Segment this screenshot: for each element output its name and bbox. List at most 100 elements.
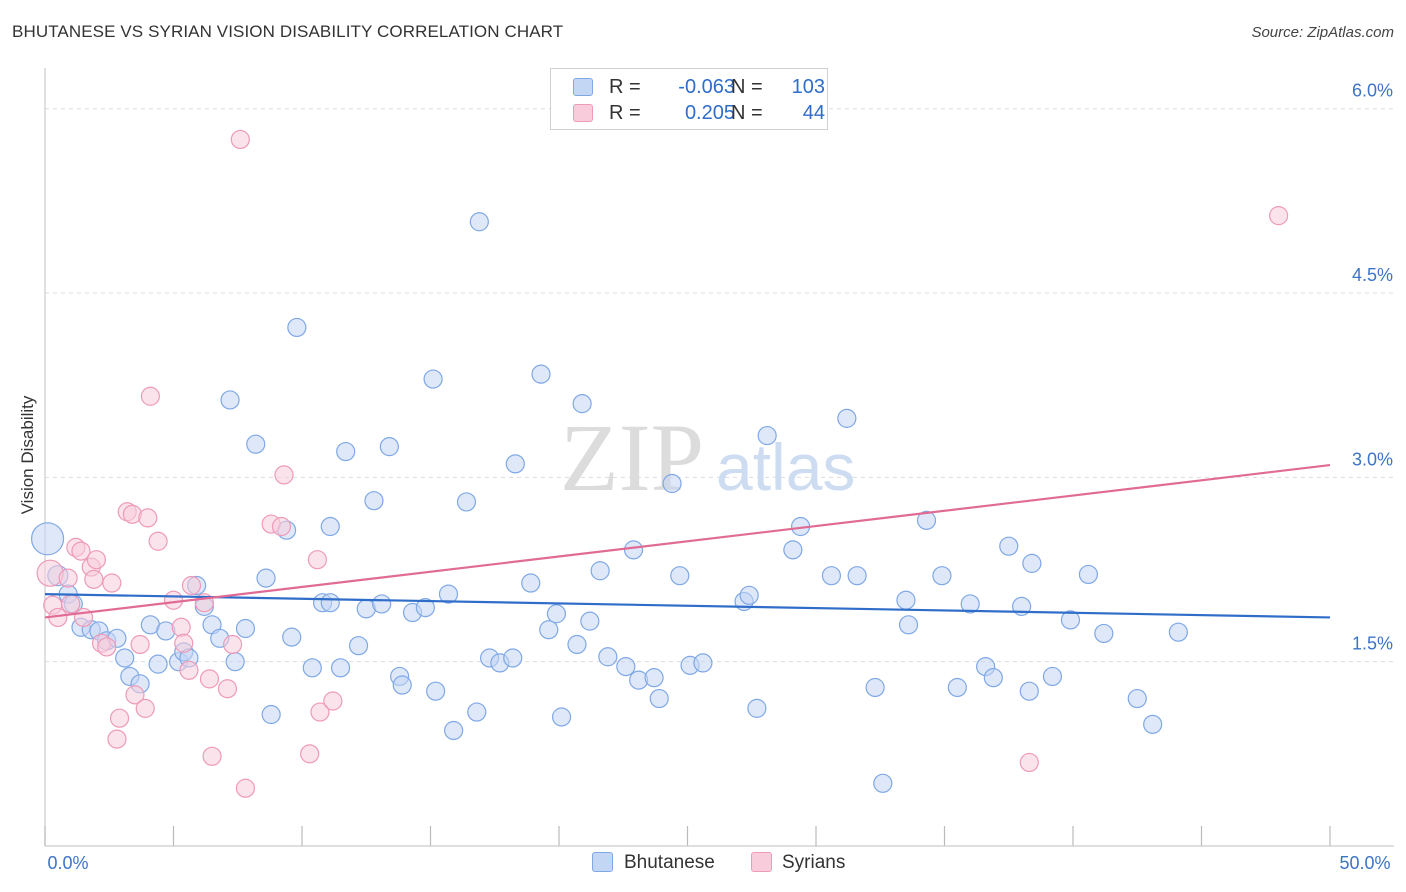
data-point (107, 729, 127, 749)
data-point (757, 425, 777, 446)
data-point (271, 516, 292, 537)
data-point (415, 598, 435, 618)
data-point (235, 778, 256, 798)
data-point (287, 317, 307, 338)
data-point (140, 386, 160, 406)
data-point (616, 656, 636, 677)
data-point (71, 541, 91, 561)
data-point (1168, 622, 1188, 642)
x-tick-label: 50.0% (1339, 853, 1390, 873)
data-point (202, 746, 222, 766)
y-tick-label: 3.0% (1352, 449, 1393, 469)
data-point (58, 568, 78, 588)
data-point (503, 648, 523, 668)
data-point (261, 704, 281, 725)
data-point (505, 454, 525, 474)
watermark: ZIP atlas (560, 404, 855, 511)
series-swatch-blue (592, 852, 613, 872)
data-point (932, 566, 952, 586)
data-point (135, 698, 155, 718)
series-syrians (36, 129, 1289, 798)
data-point (947, 677, 967, 698)
legend-r-value: 0.205 (684, 102, 735, 124)
x-tick-label: 0.0% (47, 853, 88, 873)
data-point (102, 573, 122, 593)
series-label-syrians: Syrians (782, 852, 846, 873)
source-credit: Source: ZipAtlas.com (1251, 24, 1394, 41)
data-point (307, 550, 328, 570)
data-point (662, 473, 682, 494)
data-point (623, 540, 644, 560)
data-point (179, 660, 199, 680)
data-point (348, 636, 369, 656)
data-point (837, 408, 857, 428)
series-label-bhutanese: Bhutanese (624, 852, 715, 873)
data-point (246, 434, 266, 454)
data-point (282, 627, 302, 647)
data-point (323, 691, 343, 711)
data-point (171, 617, 191, 637)
data-point (1143, 714, 1163, 734)
legend-n-value: 44 (802, 102, 825, 124)
trend-lines (44, 463, 1331, 619)
legend-r-label: R = (609, 102, 641, 124)
data-point (372, 594, 392, 614)
data-point (898, 615, 919, 635)
legend-r-label: R = (609, 76, 641, 98)
data-point (539, 620, 559, 640)
data-point (61, 594, 81, 614)
data-point (896, 590, 916, 610)
data-point (138, 508, 158, 528)
watermark-zip: ZIP (560, 404, 704, 511)
legend-n-label: N = (731, 76, 763, 98)
data-point (960, 594, 980, 614)
y-axis-label: Vision Disability (18, 395, 37, 514)
data-point (310, 702, 330, 722)
data-point (274, 465, 294, 485)
data-point (130, 634, 150, 655)
y-tick-label: 4.5% (1352, 265, 1393, 285)
data-point (36, 559, 64, 587)
data-point (225, 652, 245, 672)
legend-swatch-blue (573, 78, 593, 96)
data-point (364, 491, 384, 511)
data-point (423, 369, 443, 389)
data-point (693, 653, 713, 673)
data-point (739, 585, 759, 605)
data-point (467, 702, 487, 722)
chart-title: BHUTANESE VS SYRIAN VISION DISABILITY CO… (12, 22, 564, 41)
data-point (148, 654, 168, 674)
trend-line-syrians (44, 463, 1331, 619)
data-point (181, 575, 202, 596)
data-point (847, 566, 867, 586)
data-point (86, 550, 107, 570)
data-point (223, 634, 243, 655)
data-point (115, 648, 135, 668)
data-point (1042, 666, 1063, 687)
data-point (1019, 681, 1039, 701)
data-point (999, 536, 1019, 556)
data-point (1022, 553, 1042, 573)
data-point (783, 540, 803, 560)
legend-n-value: 103 (791, 76, 825, 98)
data-point (199, 669, 220, 689)
data-point (444, 720, 464, 741)
axis-labels: Vision Disability 1.5% 3.0% 4.5% 6.0% 0.0% 50… (18, 81, 1393, 873)
watermark-atlas: atlas (716, 430, 855, 504)
data-point (590, 561, 610, 581)
legend-n-label: N = (731, 102, 763, 124)
trend-line-bhutanese (44, 592, 1331, 619)
data-point (217, 679, 238, 699)
data-point (551, 707, 572, 727)
data-point (235, 618, 256, 639)
data-point (469, 212, 489, 232)
data-point (426, 681, 446, 701)
data-point (392, 675, 412, 695)
data-point (572, 394, 592, 414)
data-point (336, 441, 356, 462)
data-point (256, 568, 276, 588)
data-point (1078, 564, 1099, 585)
data-point (598, 647, 618, 667)
data-point (320, 516, 340, 537)
